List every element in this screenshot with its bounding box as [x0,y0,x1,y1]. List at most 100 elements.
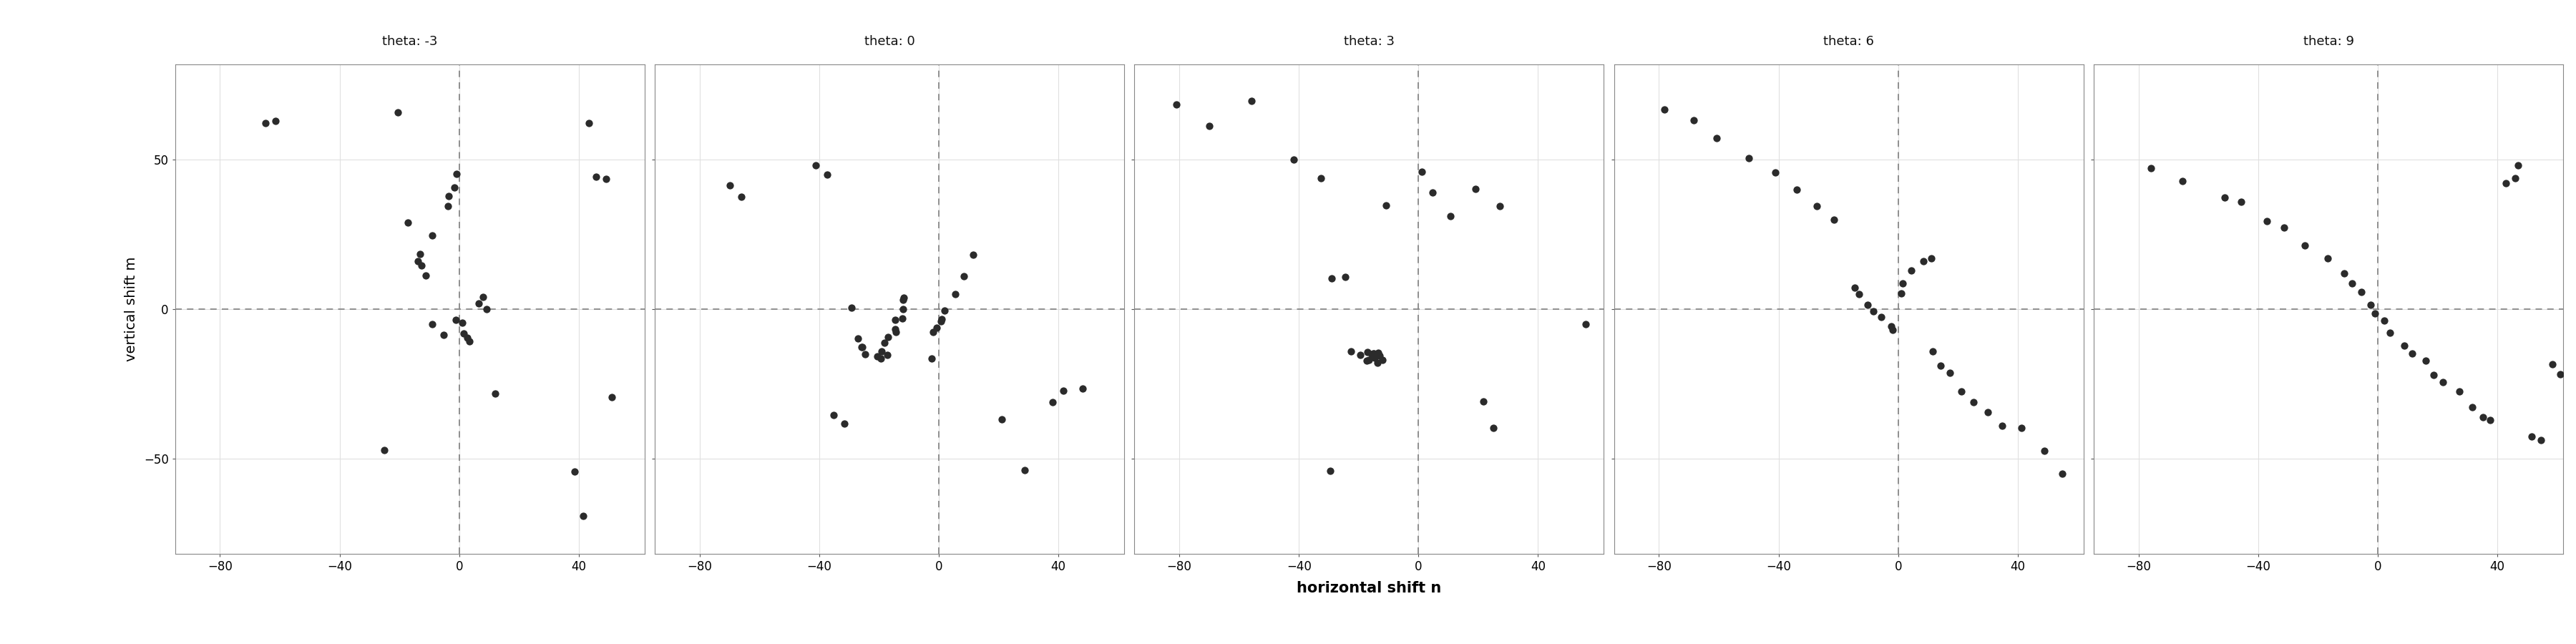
Point [448,336,489,346]
Point [866,350,907,360]
Point [554,467,595,477]
Point [868,332,909,342]
Point [245,118,286,128]
Point [422,330,464,340]
Point [935,289,976,299]
Point [1347,355,1388,366]
Point [1479,201,1520,211]
Point [2205,193,2246,203]
Point [884,304,925,314]
Point [981,414,1023,424]
Point [412,230,453,240]
Point [435,169,477,180]
Point [1463,396,1504,406]
Point [1754,167,1795,178]
Point [404,270,446,280]
Point [2532,359,2573,370]
Point [860,353,902,363]
Point [1273,154,1314,164]
Point [1430,211,1471,222]
Point [466,304,507,314]
Point [2221,197,2262,207]
Point [1350,349,1391,359]
Point [562,511,603,522]
Point [1873,325,1914,335]
Point [824,418,866,428]
Point [1870,321,1911,332]
Point [837,333,878,343]
Point [399,249,440,260]
Point [2496,160,2537,171]
Point [863,337,904,348]
Point [1340,350,1381,360]
Point [1674,115,1716,126]
Point [1880,288,1922,298]
Point [1860,312,1901,322]
Point [876,315,917,325]
Point [1301,173,1342,184]
Point [2470,415,2512,425]
Point [2519,435,2561,445]
Point [2414,370,2455,381]
Point [1643,104,1685,115]
Point [814,410,855,420]
Point [2342,287,2383,298]
Point [912,353,953,363]
Point [1953,397,1994,407]
Point [1968,407,2009,417]
Text: theta: -3: theta: -3 [381,35,438,48]
Point [2354,308,2396,319]
Point [428,201,469,211]
Y-axis label: vertical shift m: vertical shift m [124,257,137,361]
Point [2002,422,2043,433]
Point [1347,347,1388,357]
Point [1358,350,1399,361]
Point [1891,265,1932,276]
Point [842,342,884,352]
Point [2391,348,2432,359]
X-axis label: horizontal shift n: horizontal shift n [1296,581,1443,596]
Point [829,303,871,313]
Text: theta: 0: theta: 0 [863,35,914,48]
Point [1795,201,1837,211]
Point [1005,466,1046,476]
Point [796,160,837,170]
Point [1695,133,1736,144]
Point [2161,176,2202,186]
Point [860,346,902,357]
Point [2512,431,2553,441]
Point [569,118,611,128]
Point [2331,278,2372,289]
Point [1352,348,1394,359]
Point [721,192,762,202]
Point [845,350,886,360]
Point [1188,121,1229,131]
Point [1401,167,1443,177]
Point [376,108,417,118]
Point [1365,200,1406,211]
Point [2463,412,2504,422]
Point [428,191,469,201]
Point [2025,446,2066,456]
Point [806,169,848,180]
Point [2383,341,2424,351]
Point [585,174,626,184]
Point [1231,96,1273,106]
Point [363,445,404,455]
Point [1030,397,1072,407]
Point [1777,185,1819,195]
Point [953,249,994,260]
Point [842,342,884,352]
Point [402,260,443,270]
Point [1355,353,1396,363]
Point [474,388,515,399]
Point [876,327,917,337]
Point [922,314,963,324]
Point [1911,253,1953,263]
Point [1929,368,1971,378]
Point [2486,178,2527,189]
Point [1911,346,1953,356]
Point [2285,241,2326,251]
Point [435,314,477,325]
Point [2421,377,2463,388]
